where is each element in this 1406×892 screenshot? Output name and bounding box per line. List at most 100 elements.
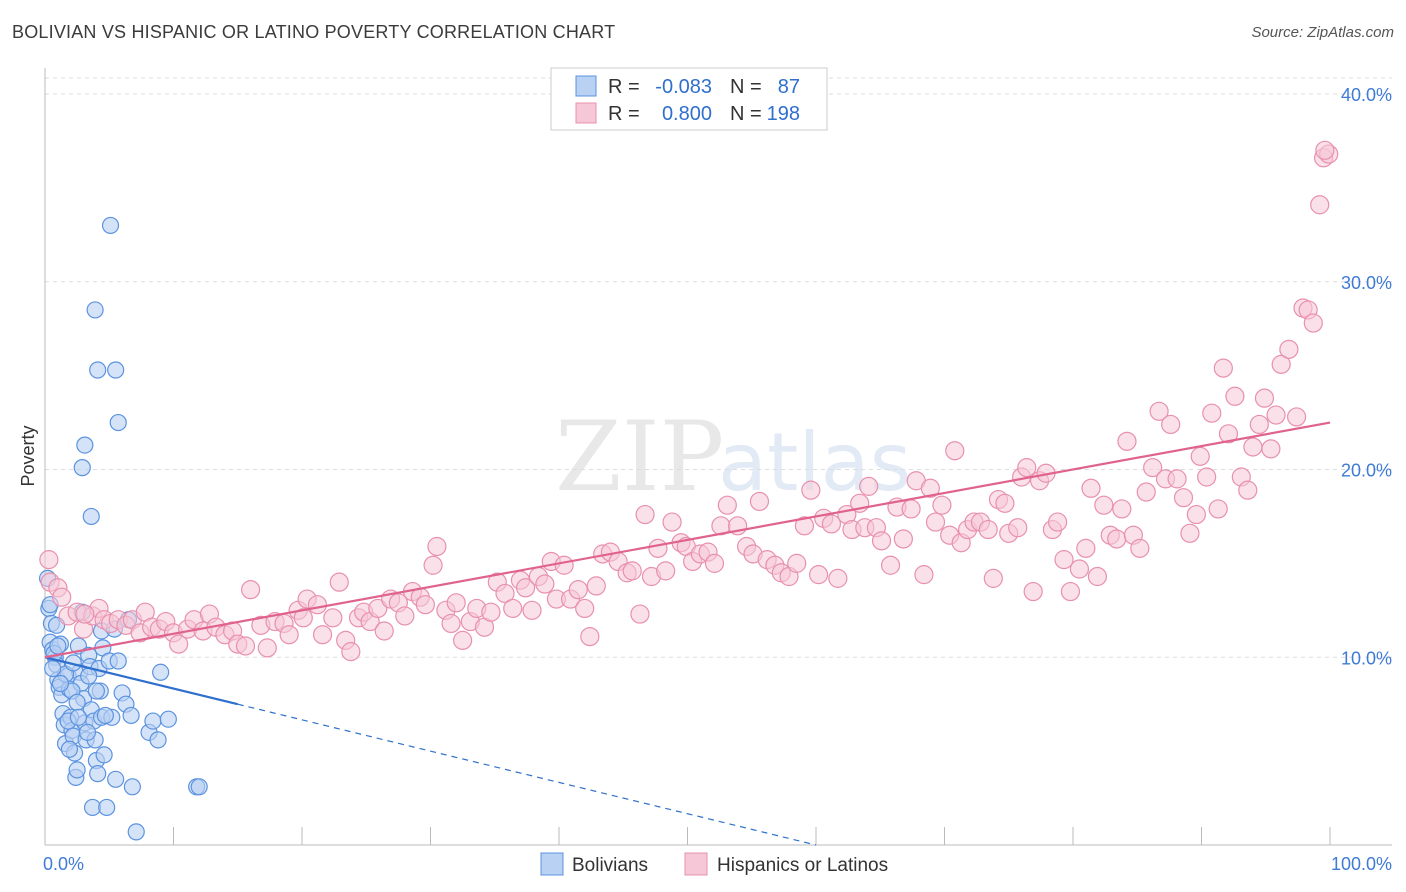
- y-axis-label: Poverty: [18, 425, 38, 486]
- axes: [44, 68, 1392, 846]
- point-hispanics-90: [648, 538, 668, 558]
- point-hispanics-125: [893, 529, 913, 549]
- point-hispanics-3: [52, 587, 72, 607]
- point-hispanics-37: [293, 608, 313, 628]
- point-hispanics-81: [586, 576, 606, 596]
- point-bolivians-46: [109, 652, 127, 670]
- point-bolivians-72: [78, 723, 97, 741]
- bottom-legend-label-bolivians: Bolivians: [572, 855, 648, 876]
- point-hispanics-183: [1249, 414, 1269, 435]
- point-bolivians-75: [44, 659, 62, 678]
- point-hispanics-55: [415, 595, 435, 615]
- trend-bolivians-solid: [44, 656, 239, 706]
- point-hispanics-174: [1197, 467, 1217, 487]
- point-hispanics-189: [1286, 407, 1307, 427]
- point-hispanics-193: [1310, 195, 1330, 215]
- point-hispanics-157: [1094, 495, 1114, 515]
- point-hispanics-109: [787, 553, 807, 573]
- point-hispanics-87: [630, 604, 650, 624]
- point-hispanics-155: [1081, 478, 1101, 498]
- bottom-legend-swatch-bolivians: [540, 852, 564, 876]
- point-hispanics-67: [495, 583, 515, 604]
- point-hispanics-42: [329, 572, 349, 592]
- point-hispanics-177: [1213, 358, 1233, 378]
- point-bolivians-35: [89, 765, 107, 783]
- point-hispanics-160: [1112, 499, 1132, 519]
- point-hispanics-29: [235, 636, 256, 656]
- point-hispanics-196: [1315, 140, 1335, 160]
- point-hispanics-153: [1069, 559, 1090, 579]
- point-hispanics-88: [635, 504, 655, 525]
- legend-r-value-2: 0.800: [662, 103, 712, 125]
- point-hispanics-73: [535, 574, 555, 594]
- point-hispanics-186: [1266, 405, 1286, 425]
- point-hispanics-78: [568, 580, 588, 600]
- point-hispanics-112: [808, 565, 829, 585]
- y-tick-label-20: 20.0%: [1341, 461, 1392, 481]
- point-hispanics-179: [1225, 386, 1245, 406]
- point-hispanics-91: [656, 561, 676, 581]
- point-hispanics-172: [1186, 504, 1206, 525]
- point-bolivians-80: [51, 674, 70, 693]
- series-bolivians: [38, 216, 208, 841]
- point-bolivians-68: [49, 637, 67, 655]
- trend-lines: [44, 421, 1331, 846]
- point-hispanics-156: [1087, 566, 1108, 587]
- trend-hispanics: [44, 421, 1331, 659]
- point-bolivians-58: [101, 216, 120, 235]
- stats-legend: R = -0.083 N = 87 R = 0.800 N = 198: [550, 67, 828, 131]
- point-hispanics-192: [1303, 313, 1323, 333]
- point-hispanics-70: [515, 578, 536, 598]
- point-bolivians-86: [87, 682, 106, 700]
- point-hispanics-150: [1047, 512, 1068, 532]
- point-hispanics-39: [307, 595, 328, 615]
- point-hispanics-181: [1238, 480, 1258, 500]
- point-hispanics-133: [945, 441, 965, 461]
- point-bolivians-63: [76, 436, 94, 454]
- point-hispanics-79: [575, 598, 595, 619]
- point-hispanics-187: [1271, 354, 1291, 374]
- point-hispanics-56: [423, 555, 443, 575]
- legend-swatch-bolivians: [575, 75, 597, 97]
- point-bolivians-82: [60, 740, 79, 758]
- point-hispanics-152: [1060, 581, 1081, 602]
- point-hispanics-163: [1130, 538, 1150, 558]
- point-hispanics-173: [1190, 446, 1210, 466]
- point-bolivians-83: [96, 706, 114, 725]
- legend-n-value-2: 198: [767, 103, 800, 125]
- point-hispanics-65: [481, 602, 501, 622]
- point-bolivians-79: [80, 667, 98, 685]
- point-hispanics-151: [1054, 550, 1074, 570]
- point-hispanics-178: [1218, 424, 1239, 444]
- legend-r-label-2: R =: [608, 103, 640, 125]
- legend-r-label-1: R =: [608, 76, 640, 98]
- point-hispanics-168: [1161, 414, 1181, 435]
- point-hispanics-161: [1117, 431, 1137, 451]
- point-hispanics-114: [821, 514, 842, 534]
- point-bolivians-62: [109, 413, 127, 432]
- point-hispanics-188: [1279, 339, 1299, 359]
- point-bolivians-84: [122, 706, 140, 725]
- point-hispanics-166: [1149, 401, 1169, 421]
- point-hispanics-60: [446, 593, 466, 613]
- point-hispanics-123: [880, 555, 901, 575]
- point-hispanics-139: [983, 568, 1003, 588]
- point-hispanics-104: [749, 491, 770, 512]
- point-hispanics-52: [395, 606, 415, 626]
- point-hispanics-49: [374, 621, 394, 641]
- point-hispanics-159: [1107, 529, 1127, 549]
- legend-r-value-1: -0.083: [655, 76, 712, 98]
- point-hispanics-0: [39, 550, 59, 570]
- point-hispanics-170: [1173, 488, 1194, 508]
- point-hispanics-41: [323, 608, 343, 628]
- point-hispanics-80: [580, 626, 600, 647]
- y-tick-label-30: 30.0%: [1341, 273, 1392, 293]
- point-hispanics-30: [241, 580, 261, 600]
- point-bolivians-59: [86, 301, 104, 319]
- legend-n-label-1: N =: [730, 76, 762, 98]
- point-bolivians-45: [107, 770, 125, 788]
- point-hispanics-165: [1143, 458, 1163, 478]
- point-hispanics-59: [441, 613, 461, 634]
- point-hispanics-35: [279, 625, 299, 645]
